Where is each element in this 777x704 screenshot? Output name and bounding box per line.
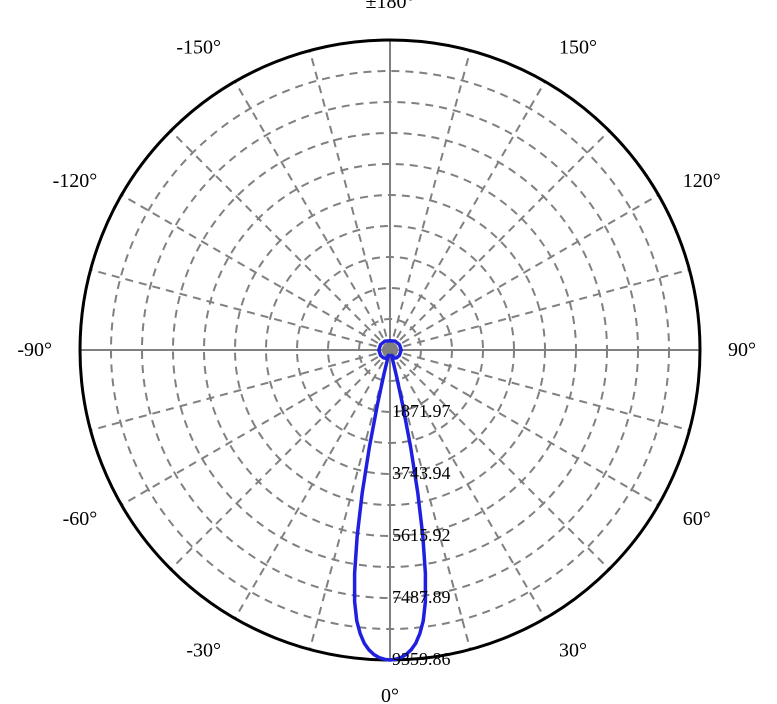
angle-label: 0° — [381, 685, 399, 704]
angle-label: ±180° — [366, 0, 415, 13]
angle-label: 120° — [683, 170, 721, 192]
radial-tick-label: 5615.92 — [392, 525, 451, 545]
angle-label: -120° — [53, 170, 98, 192]
angle-label: 90° — [728, 339, 756, 361]
radial-tick-label: 7487.89 — [392, 587, 451, 607]
angle-label: 150° — [559, 36, 597, 58]
angle-label: -30° — [186, 640, 221, 662]
radial-tick-label: 9359.86 — [392, 649, 451, 669]
angle-label: 30° — [559, 640, 587, 662]
angle-label: 60° — [683, 508, 711, 530]
radial-tick-label: 1871.97 — [392, 401, 451, 421]
radial-tick-label: 3743.94 — [392, 463, 451, 483]
polar-chart: 1871.97 3743.94 5615.92 7487.89 9359.86 ±180°… — [0, 0, 777, 704]
angle-label: -90° — [17, 339, 52, 361]
angle-label: -60° — [63, 508, 98, 530]
angle-label: -150° — [176, 36, 221, 58]
